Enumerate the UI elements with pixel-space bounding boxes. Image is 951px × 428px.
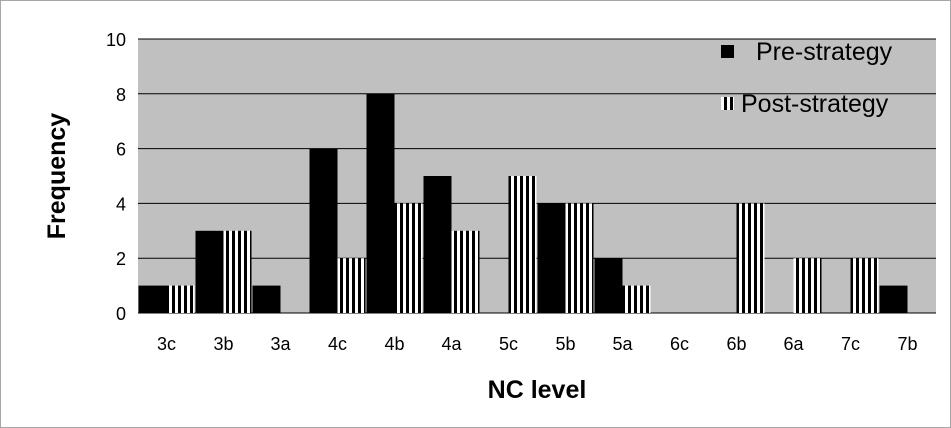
legend-label-post-strategy: Post-strategy bbox=[741, 90, 889, 118]
bar-pre-strategy bbox=[252, 285, 281, 313]
bar-post-strategy bbox=[793, 258, 822, 313]
x-tick-labels: 3c 3b 3a 4c 4b 4a 5c 5b 5a 6c 6b 6a 7c 7b bbox=[157, 334, 918, 354]
y-axis-title: Frequency bbox=[43, 113, 71, 240]
x-tick-label: 6a bbox=[783, 334, 804, 354]
legend-swatch-pre-strategy bbox=[721, 45, 734, 58]
x-tick-label: 6c bbox=[670, 334, 689, 354]
bar-post-strategy bbox=[394, 203, 423, 313]
x-tick-label: 6b bbox=[726, 334, 746, 354]
y-tick-label: 4 bbox=[116, 194, 126, 214]
bar-pre-strategy bbox=[879, 285, 908, 313]
x-tick-label: 3b bbox=[213, 334, 233, 354]
legend: Pre-strategy Post-strategy bbox=[721, 38, 893, 118]
x-tick-label: 4a bbox=[441, 334, 462, 354]
bar-post-strategy bbox=[622, 285, 651, 313]
x-tick-label: 5a bbox=[612, 334, 633, 354]
bar-post-strategy bbox=[451, 230, 480, 313]
bar-post-strategy bbox=[508, 176, 537, 313]
x-tick-label: 5b bbox=[555, 334, 575, 354]
x-tick-label: 5c bbox=[499, 334, 518, 354]
bar-pre-strategy bbox=[537, 203, 566, 313]
legend-label-pre-strategy: Pre-strategy bbox=[756, 38, 893, 66]
bar-pre-strategy bbox=[594, 258, 623, 313]
x-tick-label: 7b bbox=[897, 334, 917, 354]
y-tick-label: 0 bbox=[116, 304, 126, 324]
bar-pre-strategy bbox=[309, 148, 338, 313]
bar-pre-strategy bbox=[366, 93, 395, 313]
legend-swatch-post-strategy bbox=[721, 97, 734, 110]
x-tick-label: 3c bbox=[157, 334, 176, 354]
x-tick-label: 7c bbox=[841, 334, 860, 354]
x-tick-label: 4b bbox=[384, 334, 404, 354]
y-tick-label: 8 bbox=[116, 85, 126, 105]
bar-post-strategy bbox=[565, 203, 594, 313]
bar-pre-strategy bbox=[195, 230, 224, 313]
bar-post-strategy bbox=[736, 203, 765, 313]
y-tick-label: 10 bbox=[106, 30, 126, 50]
bar-pre-strategy bbox=[423, 176, 452, 313]
x-axis-title: NC level bbox=[488, 376, 587, 404]
y-tick-label: 2 bbox=[116, 249, 126, 269]
x-tick-label: 3a bbox=[270, 334, 291, 354]
x-tick-label: 4c bbox=[328, 334, 347, 354]
bar-post-strategy bbox=[850, 258, 879, 313]
bar-post-strategy bbox=[223, 230, 252, 313]
y-tick-label: 6 bbox=[116, 140, 126, 160]
bar-pre-strategy bbox=[138, 285, 167, 313]
y-tick-labels: 0 2 4 6 8 10 bbox=[106, 30, 126, 324]
bar-post-strategy bbox=[337, 258, 366, 313]
bar-post-strategy bbox=[166, 285, 195, 313]
bars bbox=[138, 93, 908, 313]
